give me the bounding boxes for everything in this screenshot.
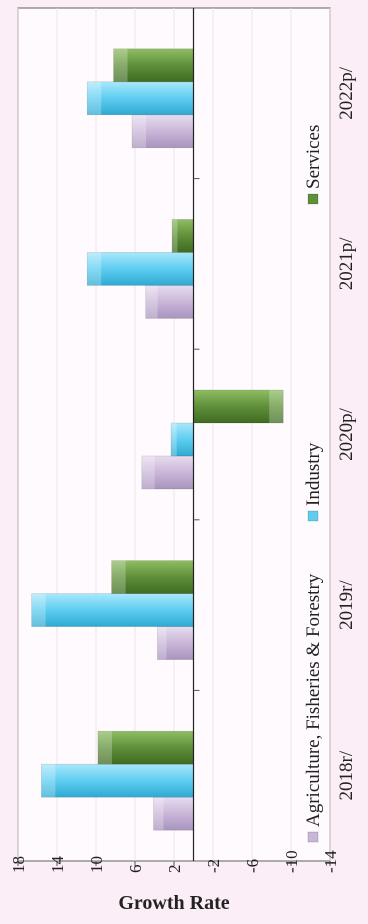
bar-industry-2022p [86, 81, 194, 116]
bar-industry-2018r [41, 763, 194, 798]
category-label: 2022p/ [336, 66, 357, 120]
category-label: 2021p/ [336, 237, 357, 291]
bar-bevel [132, 114, 147, 148]
bar-industry-2021p [86, 252, 194, 286]
bar-agriculture-fisheries-forestry-2020p [141, 455, 194, 490]
legend-swatch [307, 510, 319, 522]
bar-bevel [113, 48, 128, 82]
value-tick-label: 10 [87, 856, 106, 873]
value-tick-label: 2 [165, 865, 184, 874]
bar-bevel [111, 560, 126, 594]
category-label: 2018r/ [336, 750, 357, 800]
bar-bevel [87, 81, 102, 115]
bar-services-2022p [113, 48, 194, 83]
bar-bevel [171, 423, 177, 456]
value-tick-label: 18 [9, 856, 28, 873]
value-tick-label: -10 [282, 850, 301, 873]
value-axis-title: Growth Rate [118, 892, 229, 914]
bar-agriculture-fisheries-forestry-2021p [145, 285, 194, 319]
bar-bevel [157, 626, 167, 660]
legend-label: Industry [303, 442, 324, 506]
category-label: 2020p/ [336, 407, 357, 461]
bars [31, 48, 284, 831]
bar-bevel [31, 593, 46, 627]
legend-label: Agriculture, Fisheries & Forestry [303, 573, 324, 827]
value-tick-label: -14 [321, 850, 340, 873]
bar-bevel [153, 797, 164, 831]
bar-bevel [97, 731, 112, 765]
bar-agriculture-fisheries-forestry-2022p [131, 114, 194, 149]
value-tick-label: 14 [48, 856, 67, 874]
legend: Agriculture, Fisheries & Forestry Industr… [303, 125, 324, 843]
bar-bevel [141, 456, 155, 489]
bar-bevel [87, 252, 102, 286]
bar-industry-2019r [31, 593, 194, 627]
bar-services-2020p [193, 389, 284, 424]
value-tick-label: -6 [243, 859, 262, 873]
bar-services-2019r [111, 560, 194, 594]
axes: 18 14 10 6 2 -2 -6 -10 -14 2018r/2019r/2020p/2021… [9, 8, 357, 873]
bar-bevel [172, 219, 178, 253]
bar-bevel [145, 285, 158, 319]
legend-label: Services [303, 125, 324, 189]
value-tick-label: 6 [126, 865, 145, 874]
value-tick-label: -2 [204, 859, 223, 873]
bar-agriculture-fisheries-forestry-2018r [153, 796, 194, 831]
bar-bevel [41, 764, 56, 798]
legend-swatch [307, 193, 319, 205]
bar-services-2018r [97, 730, 194, 765]
legend-swatch [307, 831, 319, 843]
bar-bevel [269, 390, 284, 423]
gridlines [17, 8, 331, 861]
category-label: 2019r/ [336, 580, 357, 630]
